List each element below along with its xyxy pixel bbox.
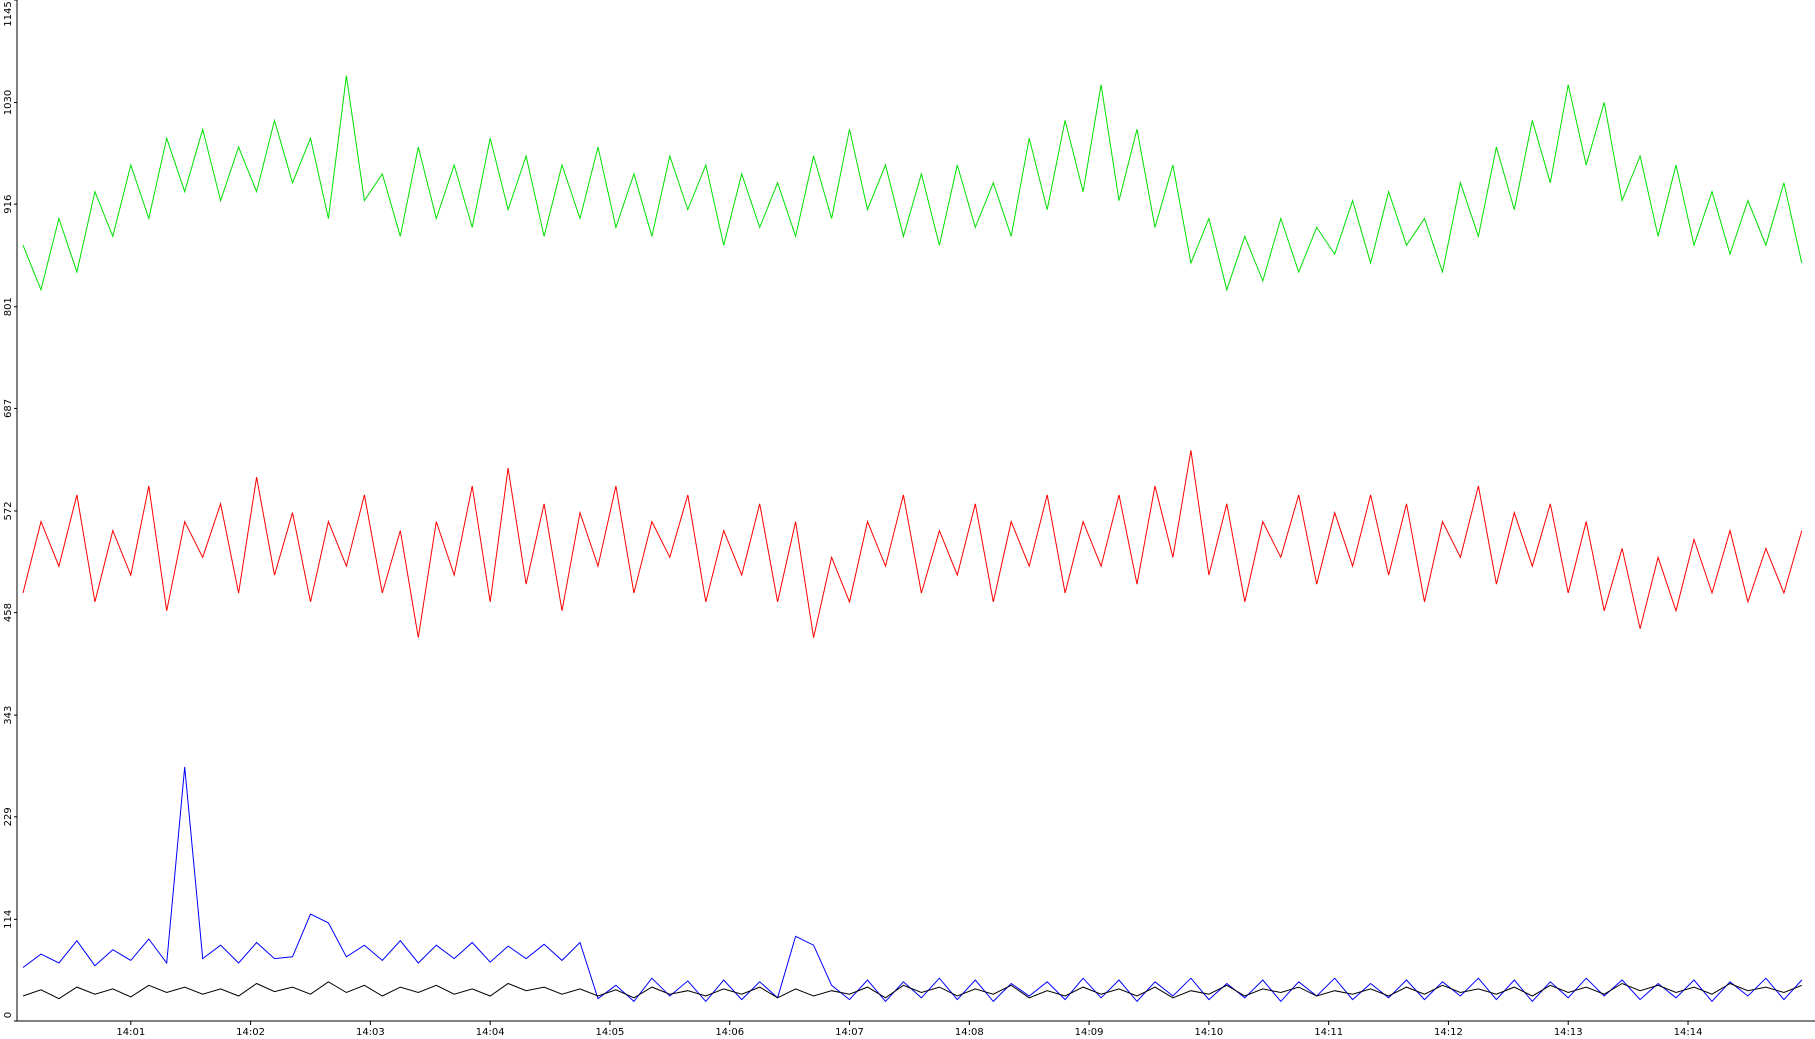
x-tick-label: 14:11 [1314,1027,1343,1038]
x-tick-label: 14:12 [1434,1027,1463,1038]
y-tick-label: 1145 [3,1,14,26]
y-tick-label: 916 [3,195,14,214]
y-tick-label: 114 [3,910,14,929]
y-tick-label: 458 [3,603,14,622]
x-tick-label: 14:14 [1674,1027,1703,1038]
y-tick-label: 572 [3,501,14,520]
data-line [22,766,1803,1003]
y-tick-label: 229 [3,807,14,826]
y-tick-label: 1030 [3,90,14,115]
x-tick-label: 14:07 [835,1027,864,1038]
x-tick-label: 14:09 [1075,1027,1104,1038]
y-tick-label: 801 [3,297,14,316]
y-tick-label: 343 [3,706,14,725]
x-tick-label: 14:04 [476,1027,505,1038]
x-tick-label: 14:05 [596,1027,625,1038]
x-tick-label: 14:06 [715,1027,744,1038]
x-tick-label: 14:13 [1554,1027,1583,1038]
data-line [22,75,1803,292]
x-tick-label: 14:10 [1194,1027,1223,1038]
data-line [22,981,1802,1000]
y-tick-label: 0 [3,1012,14,1018]
x-tick-label: 14:03 [356,1027,385,1038]
y-tick-label: 687 [3,399,14,418]
x-tick-label: 14:02 [236,1027,265,1038]
x-tick-label: 14:08 [955,1027,984,1038]
x-tick-label: 14:01 [116,1027,145,1038]
data-line [22,450,1803,638]
